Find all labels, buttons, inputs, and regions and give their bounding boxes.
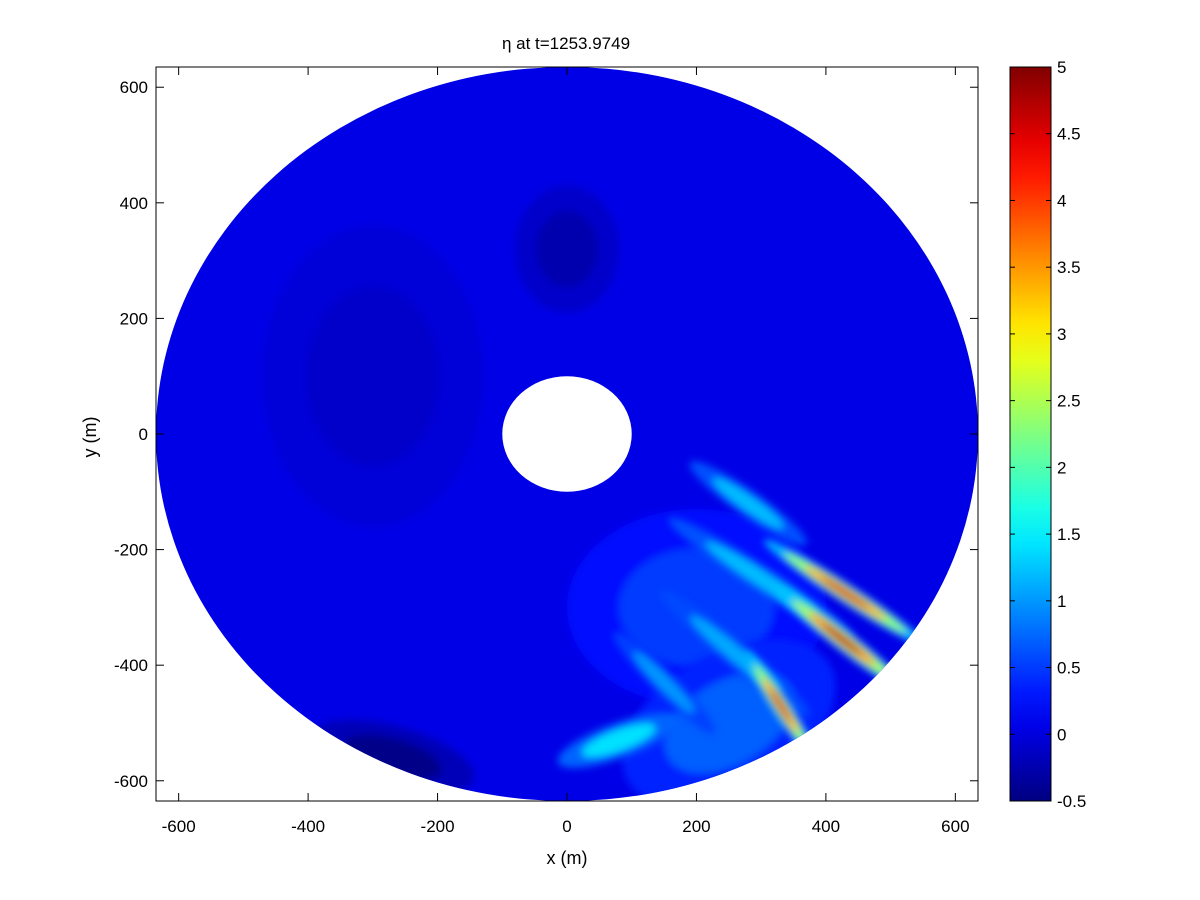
eta-crest	[689, 461, 808, 546]
colorbar-tick-label: 3.5	[1057, 258, 1081, 277]
colorbar-tick-label: 1.5	[1057, 525, 1081, 544]
colorbar-tick-label: 0.5	[1057, 659, 1081, 678]
y-tick-label: 600	[120, 78, 148, 97]
eta-crest	[613, 631, 716, 734]
eta-crest	[744, 651, 817, 761]
y-tick-label: 0	[139, 425, 148, 444]
y-axis-ticks: 600 400 200 0 -200 -400 -600	[114, 78, 978, 791]
colorbar-tick-label: 2.5	[1057, 392, 1081, 411]
x-tick-label: -600	[162, 817, 196, 836]
eta-contour	[769, 689, 792, 722]
y-tick-label: 400	[120, 194, 148, 213]
colorbar-tick-label: 2	[1057, 458, 1066, 477]
colorbar-ticks: 5 4.5 4 3.5 3 2.5 2 1.5 1 0.5 0 -0.5	[1010, 58, 1086, 811]
x-tick-label: 0	[562, 817, 571, 836]
y-tick-label: 200	[120, 309, 148, 328]
eta-contour	[582, 723, 656, 757]
eta-contour	[618, 548, 775, 667]
colorbar: 5 4.5 4 3.5 3 2.5 2 1.5 1 0.5 0 -0.5	[1009, 58, 1086, 811]
plot-area: -600 -400 -200 0 200 400 600 600 400 200 0 -200 -40…	[114, 66, 979, 836]
chart-title: η at t=1253.9749	[502, 34, 630, 53]
eta-contour	[306, 286, 439, 467]
eta-trough	[262, 225, 483, 527]
eta-crest	[763, 539, 927, 647]
eta-contour	[822, 623, 863, 655]
eta-contour	[820, 576, 870, 609]
x-tick-label: 200	[682, 817, 710, 836]
colorbar-tick-label: 0	[1057, 725, 1066, 744]
eta-contour	[712, 478, 784, 529]
x-tick-label: 600	[941, 817, 969, 836]
eta-contour	[535, 210, 599, 288]
colorbar-tick-label: 4	[1057, 191, 1066, 210]
eta-contour	[664, 672, 793, 774]
colorbar-tick-label: 4.5	[1057, 125, 1081, 144]
eta-crest	[775, 586, 909, 692]
colorbar-tick-label: 5	[1057, 58, 1066, 77]
eta-crest	[557, 712, 680, 768]
y-tick-label: -400	[114, 656, 148, 675]
colorbar-tick-label: 3	[1057, 325, 1066, 344]
x-tick-label: -400	[291, 817, 325, 836]
y-tick-label: -200	[114, 541, 148, 560]
x-axis-label: x (m)	[547, 848, 588, 868]
colorbar-tick-label: 1	[1057, 592, 1066, 611]
colorbar-gradient	[1009, 66, 1052, 802]
x-axis-ticks: -600 -400 -200 0 200 400 600	[162, 67, 970, 836]
colorbar-tick-label: -0.5	[1057, 792, 1086, 811]
x-tick-label: -200	[421, 817, 455, 836]
y-tick-label: -600	[114, 772, 148, 791]
eta-contour	[633, 651, 695, 714]
y-axis-label: y (m)	[80, 417, 100, 458]
eta-trough	[515, 185, 619, 313]
x-tick-label: 400	[812, 817, 840, 836]
